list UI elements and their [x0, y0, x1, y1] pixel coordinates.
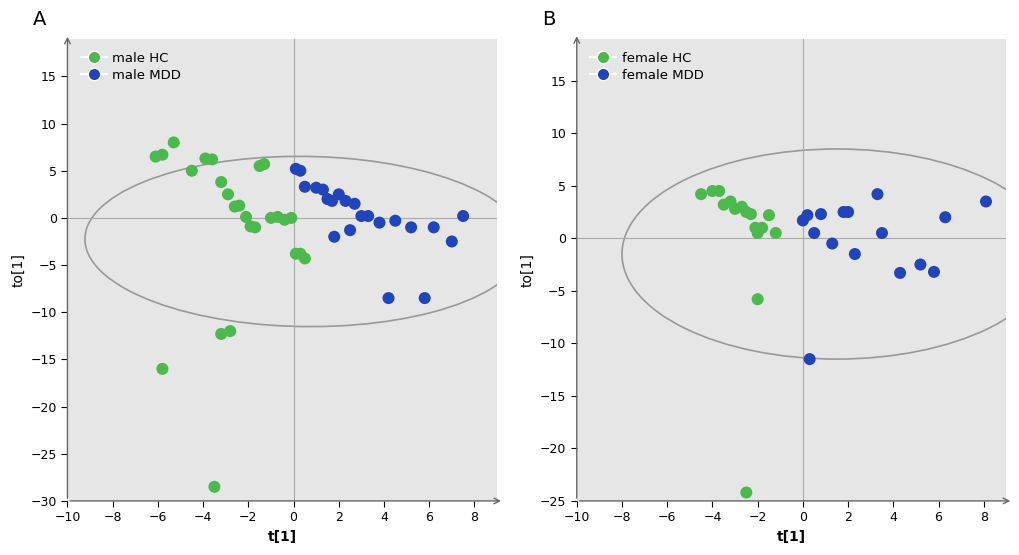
Point: [454, 211, 471, 220]
Point: [925, 268, 942, 276]
Point: [733, 203, 749, 211]
Point: [291, 166, 308, 175]
Point: [868, 190, 884, 199]
Point: [977, 197, 994, 206]
Point: [387, 216, 404, 225]
Legend: female HC, female MDD: female HC, female MDD: [583, 46, 709, 88]
Point: [721, 197, 738, 206]
Point: [243, 222, 259, 231]
Point: [297, 183, 313, 191]
Point: [247, 223, 263, 232]
Y-axis label: to[1]: to[1]: [11, 253, 25, 287]
Point: [283, 214, 300, 223]
Point: [297, 254, 313, 263]
Point: [287, 164, 304, 173]
Point: [353, 211, 369, 220]
Point: [222, 327, 238, 336]
Point: [738, 488, 754, 497]
Point: [206, 482, 222, 491]
X-axis label: t[1]: t[1]: [267, 530, 297, 544]
Point: [204, 155, 220, 164]
Point: [715, 200, 732, 209]
Point: [873, 229, 890, 238]
Point: [742, 210, 758, 219]
Text: B: B: [542, 11, 555, 29]
Y-axis label: to[1]: to[1]: [520, 253, 534, 287]
Point: [220, 190, 236, 199]
Point: [341, 226, 358, 235]
Point: [148, 152, 164, 161]
Point: [337, 196, 354, 205]
Point: [315, 185, 331, 194]
Point: [747, 223, 763, 232]
Point: [911, 260, 927, 269]
Text: A: A: [33, 11, 47, 29]
Point: [738, 208, 754, 216]
Point: [403, 223, 419, 232]
Point: [330, 190, 346, 199]
Point: [727, 204, 743, 213]
Point: [425, 223, 441, 232]
Point: [799, 211, 815, 220]
Point: [231, 201, 248, 210]
Point: [692, 190, 708, 199]
Point: [213, 178, 229, 186]
Point: [346, 199, 363, 208]
Point: [936, 213, 953, 221]
Point: [839, 208, 855, 216]
Point: [291, 249, 308, 258]
Point: [767, 229, 784, 238]
Point: [703, 186, 719, 195]
Point: [753, 223, 769, 232]
Point: [197, 154, 213, 163]
Point: [226, 202, 243, 211]
Point: [287, 249, 304, 258]
Point: [749, 229, 765, 238]
Point: [846, 250, 862, 259]
Point: [213, 330, 229, 339]
Point: [794, 216, 810, 225]
Point: [801, 355, 817, 364]
Point: [165, 138, 181, 147]
X-axis label: t[1]: t[1]: [776, 530, 805, 544]
Point: [154, 150, 170, 159]
Point: [256, 160, 272, 169]
Point: [263, 214, 279, 223]
Point: [183, 166, 200, 175]
Point: [319, 195, 335, 204]
Point: [237, 213, 254, 221]
Point: [269, 213, 285, 221]
Point: [276, 215, 292, 224]
Point: [360, 211, 376, 220]
Point: [371, 218, 387, 227]
Point: [823, 239, 840, 248]
Point: [154, 365, 170, 374]
Point: [416, 294, 432, 302]
Point: [835, 208, 851, 216]
Point: [891, 269, 907, 278]
Point: [812, 210, 828, 219]
Point: [380, 294, 396, 302]
Point: [443, 237, 460, 246]
Point: [749, 295, 765, 304]
Point: [805, 229, 821, 238]
Point: [760, 211, 776, 220]
Point: [326, 233, 342, 241]
Legend: male HC, male MDD: male HC, male MDD: [74, 46, 187, 88]
Point: [710, 186, 727, 195]
Point: [308, 183, 324, 192]
Point: [252, 162, 268, 170]
Point: [323, 196, 339, 205]
